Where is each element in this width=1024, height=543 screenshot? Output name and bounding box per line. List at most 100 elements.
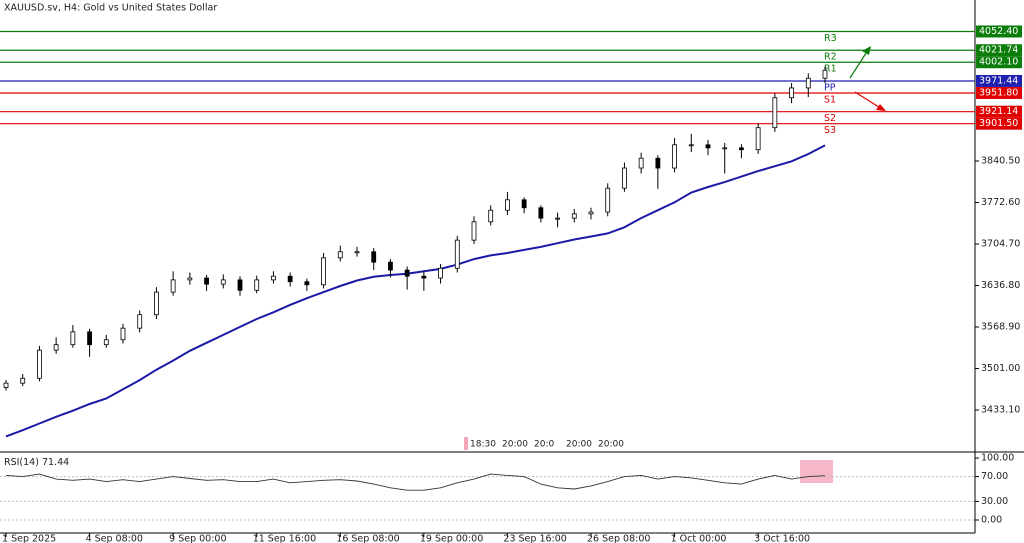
- candle-body: [622, 167, 627, 189]
- candle-body: [772, 97, 778, 129]
- rsi-label: RSI(14) 71.44: [4, 457, 69, 468]
- pivot-axis-box: [976, 86, 1022, 99]
- y-tick-label: 3501.00: [981, 363, 1020, 374]
- rsi-tick-label: 100.00: [981, 453, 1014, 464]
- candle-body: [688, 144, 694, 147]
- arrows: [849, 46, 886, 111]
- candle-body: [304, 281, 310, 286]
- candle-body: [237, 279, 243, 291]
- candle-body: [588, 211, 594, 215]
- candle-body: [53, 344, 59, 351]
- x-tick-label: 11 Sep 16:00: [253, 534, 316, 543]
- rsi-tick-label: 70.00: [981, 471, 1008, 482]
- candle-body: [505, 199, 510, 211]
- x-tick-label: 26 Sep 08:00: [587, 534, 650, 543]
- candle-body: [103, 339, 109, 346]
- pivot-name: S3: [824, 125, 836, 136]
- pivot-axis-label: 4002.10: [979, 57, 1018, 68]
- y-tick-label: 3840.50: [981, 155, 1020, 166]
- pivot-axis-label: 3921.14: [979, 106, 1018, 117]
- candle-body: [120, 327, 126, 341]
- candle-body: [488, 209, 494, 223]
- time-mark: 20:00: [566, 440, 592, 450]
- x-tick-label: 16 Sep 08:00: [336, 534, 399, 543]
- time-mark: 20:00: [502, 440, 528, 450]
- candle-body: [438, 267, 443, 279]
- candle-body: [421, 275, 427, 279]
- candle-body: [605, 187, 611, 213]
- time-mark: 20:0: [534, 440, 554, 450]
- candle-body: [254, 279, 260, 291]
- candle-body: [154, 291, 159, 316]
- y-tick-label: 3704.70: [981, 239, 1020, 250]
- candle-body: [287, 275, 293, 283]
- candle-body: [722, 147, 728, 150]
- down-arrow: [854, 91, 883, 110]
- rsi-tick-label: 30.00: [981, 496, 1008, 507]
- candle-body: [755, 127, 761, 151]
- y-tick-label: 3772.60: [981, 197, 1020, 208]
- y-tick-label: 3433.10: [981, 405, 1020, 416]
- pivot-name: R1: [824, 64, 837, 75]
- candle-body: [739, 147, 744, 151]
- time-marker: [464, 437, 468, 450]
- x-tick-label: 1 Oct 00:00: [671, 534, 727, 543]
- candle-body: [705, 144, 711, 149]
- pivot-name: R2: [824, 52, 837, 63]
- candle-body: [87, 331, 92, 346]
- time-mark: 18:30: [470, 440, 496, 450]
- candle-body: [204, 277, 209, 285]
- rsi-last-value: 71.44: [42, 457, 69, 468]
- pivot-axis-box: [976, 25, 1022, 38]
- pivot-axis-box: [976, 56, 1022, 69]
- pivot-axis-label: 3971.44: [979, 75, 1018, 86]
- pivot-name: S2: [824, 113, 836, 124]
- candle-body: [471, 221, 477, 241]
- rsi-highlight: [800, 460, 833, 483]
- x-tick-label: 4 Sep 08:00: [86, 534, 143, 543]
- candle-body: [388, 261, 393, 271]
- pivot-axis-box: [976, 44, 1022, 57]
- candle-body: [371, 251, 377, 263]
- pivot-axis-box: [976, 74, 1022, 87]
- candle-body: [521, 199, 527, 209]
- candle-body: [220, 279, 226, 285]
- x-tick-label: 1 Sep 2025: [2, 534, 56, 543]
- pivot-axis-box: [976, 105, 1022, 118]
- candle-body: [822, 69, 828, 79]
- candle-body: [638, 157, 644, 169]
- candle-body: [321, 257, 326, 286]
- candle-body: [571, 213, 577, 219]
- rsi-tick-label: 0.00: [981, 514, 1002, 525]
- down-arrow-head: [876, 104, 886, 111]
- candle-body: [271, 275, 276, 281]
- rsi-name: RSI(14): [4, 457, 39, 468]
- x-tick-label: 19 Sep 00:00: [420, 534, 483, 543]
- pivot-axis-label: 4021.74: [979, 45, 1018, 56]
- pivot-axis-label: 3901.50: [979, 118, 1018, 129]
- pivot-axis-label: 3951.80: [979, 87, 1018, 98]
- time-mark: 20:00: [598, 440, 624, 450]
- candle-body: [555, 217, 560, 220]
- candle-body: [404, 269, 410, 277]
- x-tick-label: 3 Oct 16:00: [754, 534, 810, 543]
- candle-body: [70, 331, 76, 346]
- candle-body: [454, 239, 460, 269]
- candle-body: [20, 377, 26, 384]
- pivot-name: S1: [824, 94, 836, 105]
- moving-average: [5, 144, 826, 438]
- pivot-name: PP: [824, 82, 836, 93]
- y-tick-label: 3636.80: [981, 280, 1020, 291]
- candle-body: [187, 277, 193, 281]
- candle-body: [170, 279, 176, 293]
- x-tick-label: 23 Sep 16:00: [503, 534, 566, 543]
- candle-body: [3, 382, 9, 388]
- candle-body: [789, 87, 794, 99]
- pivot-axis-label: 4052.40: [979, 26, 1018, 37]
- up-arrow: [849, 49, 869, 79]
- candle-body: [672, 144, 677, 169]
- candle-body: [354, 251, 360, 254]
- rsi-line: [5, 473, 826, 491]
- chart-title: XAUUSD.sv, H4: Gold vs United States Dol…: [4, 3, 217, 14]
